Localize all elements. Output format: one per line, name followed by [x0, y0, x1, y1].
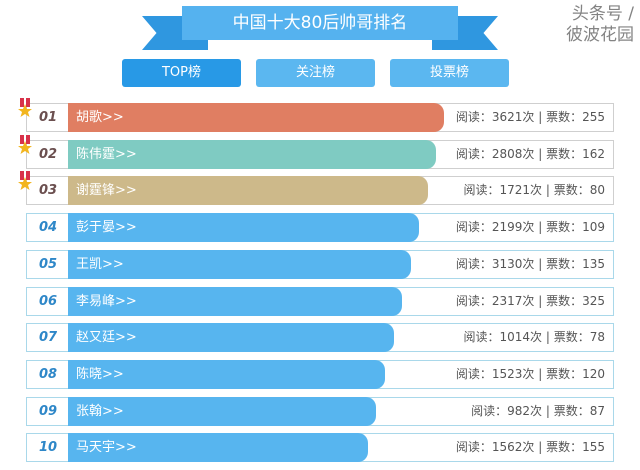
tab-vote[interactable]: 投票榜 — [390, 59, 509, 87]
name-link[interactable]: 李易峰>> — [76, 293, 137, 309]
rank-number: 03 — [39, 183, 58, 199]
ranking-row[interactable]: 05 王凯>> 阅读：3130次 | 票数：135 — [26, 249, 614, 279]
medal-icon — [18, 171, 32, 191]
name-link[interactable]: 陈晓>> — [76, 366, 124, 382]
title-ribbon: 中国十大80后帅哥排名 — [142, 6, 498, 50]
stats-text: 阅读：1721次 | 票数：80 — [463, 183, 605, 198]
name-bar[interactable]: 陈晓>> — [68, 359, 385, 389]
ranking-row[interactable]: 08 陈晓>> 阅读：1523次 | 票数：120 — [26, 359, 614, 389]
stats-text: 阅读：2317次 | 票数：325 — [455, 293, 605, 308]
tab-follow[interactable]: 关注榜 — [256, 59, 375, 87]
name-bar[interactable]: 张翰>> — [68, 396, 376, 426]
stats-text: 阅读：2199次 | 票数：109 — [455, 220, 605, 235]
stats-text: 阅读：1523次 | 票数：120 — [455, 366, 605, 381]
name-bar[interactable]: 赵又廷>> — [68, 323, 394, 353]
rank-number: 08 — [39, 366, 58, 382]
ranking-row[interactable]: 07 赵又廷>> 阅读：1014次 | 票数：78 — [26, 323, 614, 353]
stats-text: 阅读：982次 | 票数：87 — [471, 403, 605, 418]
tab-bar: TOP榜 关注榜 投票榜 — [122, 59, 509, 87]
name-link[interactable]: 彭于晏>> — [76, 220, 137, 236]
name-link[interactable]: 马天宇>> — [76, 440, 137, 456]
name-bar[interactable]: 谢霆锋>> — [68, 176, 428, 206]
name-link[interactable]: 谢霆锋>> — [76, 183, 137, 199]
stats-text: 阅读：1014次 | 票数：78 — [463, 330, 605, 345]
medal-icon — [18, 98, 32, 117]
rank-number: 06 — [39, 293, 58, 309]
name-link[interactable]: 王凯>> — [76, 256, 124, 272]
name-link[interactable]: 胡歌>> — [76, 110, 124, 125]
name-bar[interactable]: 马天宇>> — [68, 433, 368, 463]
name-bar[interactable]: 李易峰>> — [68, 286, 402, 316]
rank-number: 10 — [39, 440, 58, 456]
ranking-row[interactable]: 10 马天宇>> 阅读：1562次 | 票数：155 — [26, 433, 614, 463]
rank-number: 07 — [39, 330, 58, 346]
stats-text: 阅读：3130次 | 票数：135 — [455, 256, 605, 271]
ranking-row[interactable]: 03 谢霆锋>> 阅读：1721次 | 票数：80 — [18, 171, 614, 206]
name-link[interactable]: 陈伟霆>> — [76, 146, 137, 162]
ranking-row[interactable]: 06 李易峰>> 阅读：2317次 | 票数：325 — [26, 286, 614, 316]
name-bar[interactable]: 胡歌>> — [68, 103, 444, 132]
rank-number: 01 — [39, 110, 58, 125]
ranking-row[interactable]: 02 陈伟霆>> 阅读：2808次 | 票数：162 — [18, 134, 614, 169]
name-bar[interactable]: 陈伟霆>> — [68, 139, 436, 169]
stats-text: 阅读：2808次 | 票数：162 — [455, 146, 605, 161]
rank-number: 09 — [39, 403, 58, 419]
stats-text: 阅读：1562次 | 票数：155 — [455, 440, 605, 455]
ranking-row[interactable]: 09 张翰>> 阅读：982次 | 票数：87 — [26, 396, 614, 426]
watermark: 头条号 / 彼波花园 — [566, 4, 634, 45]
tab-top[interactable]: TOP榜 — [122, 59, 241, 87]
name-link[interactable]: 赵又廷>> — [76, 330, 137, 346]
stats-text: 阅读：3621次 | 票数：255 — [455, 110, 605, 124]
name-bar[interactable]: 王凯>> — [68, 249, 411, 279]
name-bar[interactable]: 彭于晏>> — [68, 213, 419, 243]
ranking-row[interactable]: 04 彭于晏>> 阅读：2199次 | 票数：109 — [26, 213, 614, 243]
name-link[interactable]: 张翰>> — [76, 403, 124, 419]
rank-number: 05 — [39, 256, 58, 272]
rank-number: 02 — [39, 146, 58, 162]
page-title: 中国十大80后帅哥排名 — [182, 6, 458, 40]
ranking-row[interactable]: 01 胡歌>> 阅读：3621次 | 票数：255 — [18, 98, 614, 132]
rank-number: 04 — [39, 220, 58, 236]
medal-icon — [18, 134, 32, 154]
